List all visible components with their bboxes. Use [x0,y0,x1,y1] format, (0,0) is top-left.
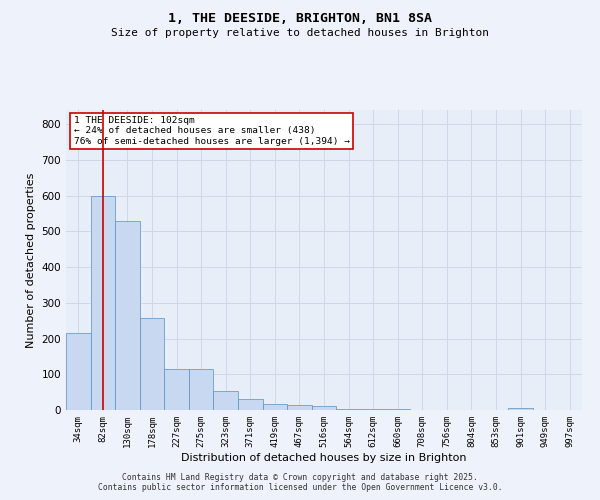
Bar [66,333,91,410]
Bar [164,369,189,410]
Bar [263,404,287,410]
Bar [361,409,385,410]
Bar [91,196,115,410]
Text: Contains HM Land Registry data © Crown copyright and database right 2025.
Contai: Contains HM Land Registry data © Crown c… [98,473,502,492]
X-axis label: Distribution of detached houses by size in Brighton: Distribution of detached houses by size … [181,452,467,462]
Bar [336,409,361,410]
Bar [115,220,140,410]
Bar [238,400,263,410]
Bar [214,392,238,410]
Text: 1, THE DEESIDE, BRIGHTON, BN1 8SA: 1, THE DEESIDE, BRIGHTON, BN1 8SA [168,12,432,26]
Bar [287,405,312,410]
Text: 1 THE DEESIDE: 102sqm
← 24% of detached houses are smaller (438)
76% of semi-det: 1 THE DEESIDE: 102sqm ← 24% of detached … [74,116,350,146]
Y-axis label: Number of detached properties: Number of detached properties [26,172,36,348]
Bar [508,408,533,410]
Text: Size of property relative to detached houses in Brighton: Size of property relative to detached ho… [111,28,489,38]
Bar [312,406,336,410]
Bar [189,369,214,410]
Bar [140,318,164,410]
